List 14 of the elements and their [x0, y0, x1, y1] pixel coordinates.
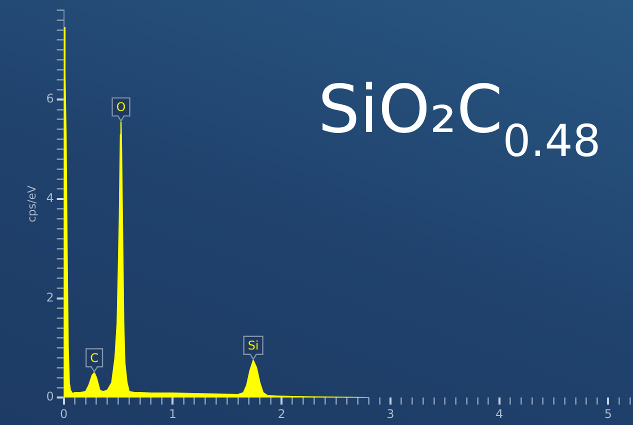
y-tick-label: 6: [46, 92, 54, 106]
x-tick-label: 1: [168, 406, 177, 421]
annotation: Si: [248, 338, 259, 352]
x-tick-label: 5: [604, 406, 612, 421]
y-tick-label: 4: [46, 191, 54, 206]
x-tick-label: 0: [60, 406, 68, 421]
x-tick-label: 3: [386, 406, 394, 421]
x-tick-label: 2: [278, 406, 286, 421]
annotation: O: [116, 100, 126, 114]
y-tick-label: 2: [46, 290, 54, 304]
x-tick-label: 4: [496, 406, 504, 421]
y-axis-title: cps/eV: [25, 185, 38, 222]
y-tick-label: 0: [46, 390, 54, 404]
annotation: C: [90, 350, 99, 365]
